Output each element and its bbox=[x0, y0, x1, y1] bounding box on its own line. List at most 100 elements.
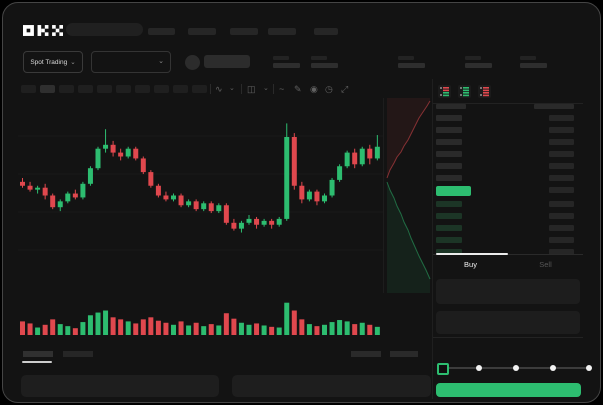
candle-body bbox=[57, 201, 63, 208]
orderbook-row[interactable] bbox=[433, 198, 583, 210]
candle-body bbox=[261, 220, 267, 225]
amount-placeholder bbox=[549, 127, 574, 133]
candle-style-icon[interactable]: ◫ bbox=[247, 84, 256, 94]
chart-tab[interactable] bbox=[63, 351, 93, 357]
candle-body bbox=[359, 148, 365, 165]
timeframe-button[interactable] bbox=[116, 85, 131, 93]
candle-body bbox=[178, 195, 184, 206]
chevron-down-icon[interactable]: ⌄ bbox=[263, 85, 269, 92]
market-type-dropdown[interactable]: Spot Trading ⌄ bbox=[23, 51, 83, 73]
line-type-icon[interactable]: ~ bbox=[279, 84, 285, 94]
volume-bar bbox=[20, 321, 25, 335]
orderbook-bids-view-icon[interactable] bbox=[458, 85, 471, 98]
orderbook-row[interactable] bbox=[433, 124, 583, 136]
okx-logo[interactable] bbox=[23, 24, 63, 37]
nav-item[interactable] bbox=[230, 28, 258, 35]
candle-body bbox=[344, 152, 350, 167]
history-icon[interactable]: ◷ bbox=[325, 84, 333, 94]
timeframe-button[interactable] bbox=[97, 85, 112, 93]
orderbook-row[interactable] bbox=[433, 136, 583, 148]
buy-tab[interactable]: Buy bbox=[464, 260, 477, 269]
slider-handle[interactable] bbox=[437, 363, 449, 375]
orderbook-combined-view-icon[interactable] bbox=[438, 85, 451, 98]
orderbook-row[interactable] bbox=[433, 222, 583, 234]
volume-bar bbox=[276, 327, 282, 335]
candle-body bbox=[216, 205, 222, 212]
camera-icon[interactable]: ◉ bbox=[310, 84, 318, 94]
volume-bar bbox=[35, 327, 41, 335]
slider-dot[interactable] bbox=[586, 365, 592, 371]
orderbook-row[interactable] bbox=[433, 148, 583, 160]
volume-chart bbox=[20, 302, 380, 335]
price-placeholder bbox=[436, 139, 462, 145]
candle-body bbox=[118, 152, 124, 157]
volume-bar bbox=[133, 323, 139, 335]
orderbook-row[interactable] bbox=[433, 234, 583, 246]
price-placeholder bbox=[436, 127, 462, 133]
amount-placeholder bbox=[549, 249, 574, 255]
candle-body bbox=[269, 220, 275, 225]
market-type-label: Spot Trading bbox=[30, 58, 68, 66]
volume-bar bbox=[27, 323, 33, 335]
amount-placeholder bbox=[549, 225, 574, 231]
slider-dot[interactable] bbox=[513, 365, 519, 371]
timeframe-button[interactable] bbox=[192, 85, 207, 93]
candlestick-chart[interactable] bbox=[18, 98, 384, 293]
orderbook-asks-view-icon[interactable] bbox=[478, 85, 491, 98]
slider-dot[interactable] bbox=[476, 365, 482, 371]
chart-depth-divider bbox=[383, 98, 384, 293]
candle-body bbox=[35, 187, 41, 190]
timeframe-button[interactable] bbox=[21, 85, 36, 93]
chart-footer-control[interactable] bbox=[390, 351, 418, 357]
price-input[interactable] bbox=[436, 279, 580, 304]
pair-dropdown[interactable]: ⌄ bbox=[91, 51, 171, 73]
candle-body bbox=[337, 166, 343, 180]
candle-body bbox=[193, 201, 199, 210]
orderbook-bids bbox=[433, 198, 583, 258]
orderbook-row[interactable] bbox=[433, 112, 583, 124]
timeframe-button[interactable] bbox=[78, 85, 93, 93]
amount-percent-slider[interactable] bbox=[433, 362, 593, 375]
divider bbox=[433, 337, 583, 338]
slider-dot[interactable] bbox=[550, 365, 556, 371]
amount-placeholder bbox=[549, 187, 574, 193]
amount-placeholder bbox=[549, 237, 574, 243]
candle-body bbox=[110, 144, 116, 153]
draw-icon[interactable]: ✎ bbox=[294, 84, 302, 94]
price-placeholder bbox=[436, 175, 462, 181]
candle-body bbox=[231, 222, 237, 229]
candle-body bbox=[276, 218, 282, 225]
timeframe-button[interactable] bbox=[173, 85, 188, 93]
chevron-down-icon[interactable]: ⌄ bbox=[229, 85, 235, 92]
volume-bar bbox=[103, 310, 109, 335]
candle-body bbox=[322, 195, 327, 202]
last-price-placeholder bbox=[204, 55, 250, 68]
sell-tab[interactable]: Sell bbox=[539, 260, 552, 269]
nav-item[interactable] bbox=[148, 28, 175, 35]
volume-bar bbox=[352, 324, 358, 335]
timeframe-button[interactable] bbox=[40, 85, 55, 93]
orderbook-row[interactable] bbox=[433, 172, 583, 184]
price-placeholder bbox=[436, 163, 462, 169]
bottom-panel bbox=[232, 375, 431, 397]
chart-tab-active[interactable] bbox=[23, 351, 53, 357]
search-input[interactable] bbox=[66, 23, 143, 36]
orderbook-price-header bbox=[436, 104, 466, 109]
nav-item[interactable] bbox=[268, 28, 296, 35]
buy-button[interactable] bbox=[436, 383, 581, 397]
timeframe-button[interactable] bbox=[135, 85, 150, 93]
nav-item[interactable] bbox=[188, 28, 216, 35]
chart-footer-control[interactable] bbox=[351, 351, 381, 357]
orderbook-row[interactable] bbox=[433, 246, 583, 258]
divider bbox=[433, 254, 583, 255]
orderbook-row[interactable] bbox=[433, 210, 583, 222]
indicator-wave-icon[interactable]: ∿ bbox=[215, 84, 223, 94]
orderbook-row[interactable] bbox=[433, 160, 583, 172]
timeframe-button[interactable] bbox=[59, 85, 74, 93]
candle-body bbox=[223, 205, 229, 223]
amount-input[interactable] bbox=[436, 311, 580, 334]
timeframe-button[interactable] bbox=[154, 85, 169, 93]
nav-item[interactable] bbox=[314, 28, 338, 35]
fullscreen-icon[interactable]: ⤢ bbox=[341, 84, 349, 94]
volume-bar bbox=[193, 322, 199, 335]
